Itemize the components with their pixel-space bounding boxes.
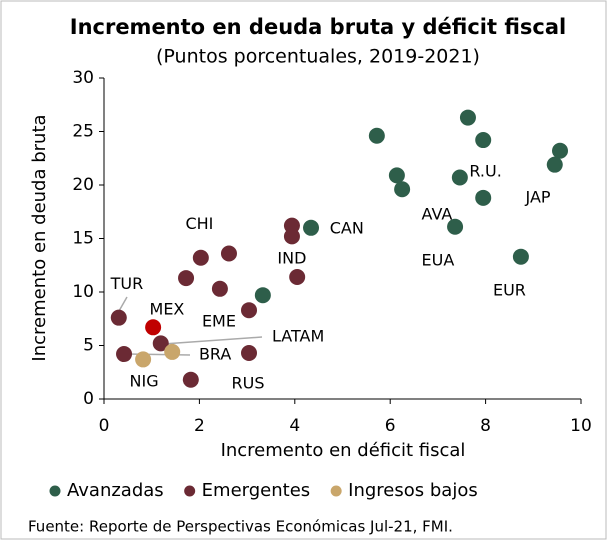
annotation: EME	[202, 311, 236, 330]
x-tick-label: 10	[570, 416, 592, 436]
legend-marker	[184, 485, 196, 497]
annotation: NIG	[130, 371, 159, 390]
annotation: MEX	[150, 300, 185, 319]
x-tick-label: 2	[194, 416, 205, 436]
point	[192, 249, 209, 266]
annotation: LATAM	[272, 326, 324, 345]
annotation: BRA	[199, 345, 231, 364]
point	[145, 319, 162, 336]
point	[512, 248, 529, 265]
point	[475, 189, 492, 206]
point	[451, 169, 468, 186]
y-tick-label: 30	[72, 68, 94, 88]
x-tick-label: 4	[289, 416, 300, 436]
y-tick-label: 25	[72, 122, 94, 142]
point	[135, 351, 152, 368]
point	[241, 344, 258, 361]
y-tick-label: 10	[72, 282, 94, 302]
annotation: EUA	[422, 250, 455, 269]
annotation: JAP	[525, 187, 551, 206]
x-axis-label: Incremento en déficit fiscal	[221, 440, 466, 461]
annotation: TUR	[110, 274, 144, 293]
y-tick-label: 5	[83, 336, 94, 356]
point	[116, 346, 133, 363]
x-tick-label: 6	[385, 416, 396, 436]
leader-line	[162, 336, 263, 345]
point	[152, 335, 169, 352]
point	[178, 270, 195, 287]
annotation: RUS	[232, 374, 265, 393]
y-tick-label: 20	[72, 175, 94, 195]
point	[110, 309, 127, 326]
point	[211, 280, 228, 297]
leader-line	[123, 353, 191, 356]
point	[459, 109, 476, 126]
source: Fuente: Reporte de Perspectivas Económic…	[28, 518, 453, 536]
x-tick-label: 0	[99, 416, 110, 436]
leader-line	[118, 296, 128, 312]
y-axis-label: Incremento en deuda bruta	[29, 114, 50, 361]
y-tick-label: 0	[83, 389, 94, 409]
annotation: CAN	[330, 218, 364, 237]
point	[303, 219, 320, 236]
point	[447, 218, 464, 235]
point	[254, 287, 271, 304]
x-tick-label: 8	[480, 416, 491, 436]
point	[241, 302, 258, 319]
point	[388, 167, 405, 184]
chart-title: Incremento en deuda bruta y déficit fisc…	[70, 15, 566, 39]
annotation: CHI	[185, 214, 213, 233]
annotation: AVA	[422, 204, 453, 223]
point	[164, 343, 181, 360]
annotation: EUR	[493, 280, 526, 299]
point	[182, 371, 199, 388]
point	[394, 181, 411, 198]
legend-marker	[330, 485, 342, 497]
point	[368, 127, 385, 144]
point	[475, 132, 492, 149]
point	[283, 228, 300, 245]
legend-marker	[49, 485, 61, 497]
point	[552, 142, 569, 159]
legend-label: Ingresos bajos	[348, 480, 478, 501]
point	[220, 245, 237, 262]
point	[546, 156, 563, 173]
legend-label: Emergentes	[202, 480, 310, 501]
annotation: IND	[277, 248, 306, 267]
annotation: R.U.	[469, 162, 501, 181]
chart-subtitle: (Puntos porcentuales, 2019-2021)	[156, 46, 480, 68]
legend-label: Avanzadas	[67, 480, 164, 501]
point	[289, 269, 306, 286]
y-tick-label: 15	[72, 229, 94, 249]
